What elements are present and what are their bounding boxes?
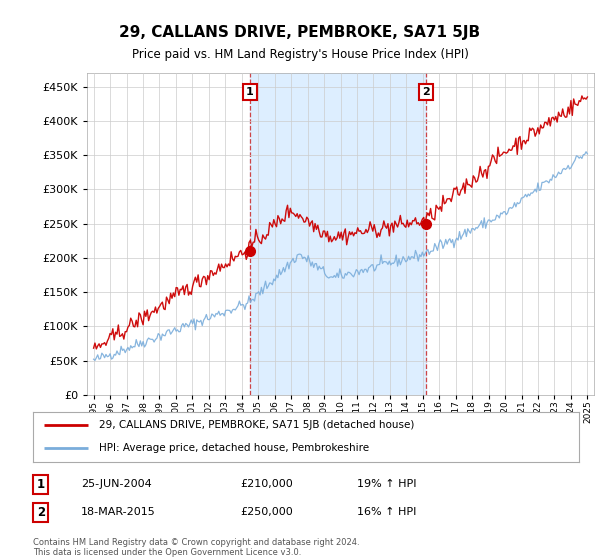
Text: 1: 1 [246, 87, 254, 97]
Text: Price paid vs. HM Land Registry's House Price Index (HPI): Price paid vs. HM Land Registry's House … [131, 48, 469, 60]
Text: £250,000: £250,000 [240, 507, 293, 517]
Text: £210,000: £210,000 [240, 479, 293, 489]
Text: 18-MAR-2015: 18-MAR-2015 [81, 507, 156, 517]
Text: 16% ↑ HPI: 16% ↑ HPI [357, 507, 416, 517]
Bar [250, 73, 426, 395]
Text: 25-JUN-2004: 25-JUN-2004 [81, 479, 152, 489]
Text: Contains HM Land Registry data © Crown copyright and database right 2024.
This d: Contains HM Land Registry data © Crown c… [33, 538, 359, 557]
Text: 29, CALLANS DRIVE, PEMBROKE, SA71 5JB: 29, CALLANS DRIVE, PEMBROKE, SA71 5JB [119, 25, 481, 40]
Text: 29, CALLANS DRIVE, PEMBROKE, SA71 5JB (detached house): 29, CALLANS DRIVE, PEMBROKE, SA71 5JB (d… [98, 420, 414, 430]
Text: 1: 1 [37, 478, 45, 491]
Text: 19% ↑ HPI: 19% ↑ HPI [357, 479, 416, 489]
Text: 2: 2 [422, 87, 430, 97]
Text: 2: 2 [37, 506, 45, 519]
Text: HPI: Average price, detached house, Pembrokeshire: HPI: Average price, detached house, Pemb… [98, 444, 368, 454]
